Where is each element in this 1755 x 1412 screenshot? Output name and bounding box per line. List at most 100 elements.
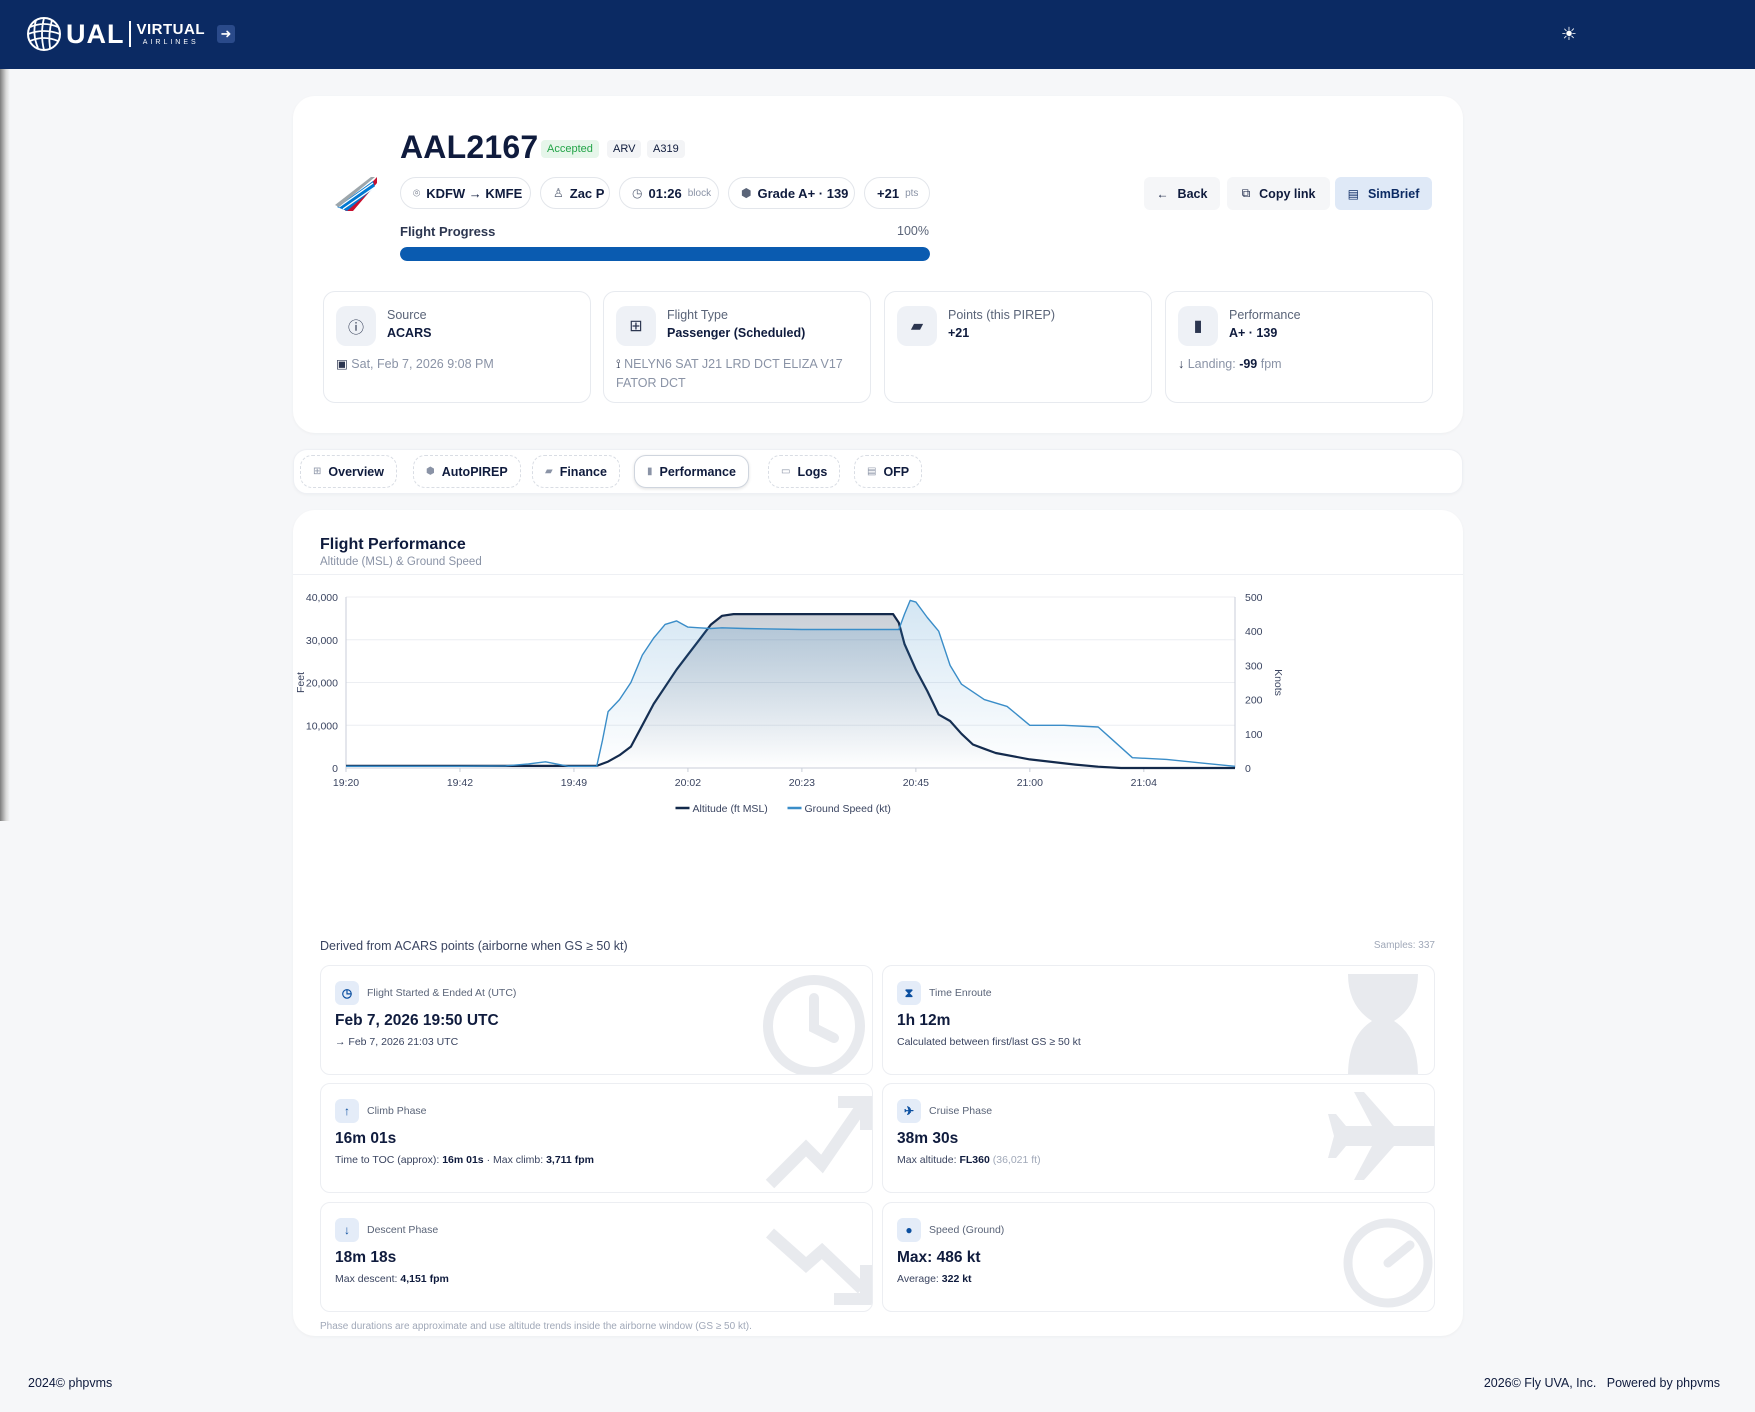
x-tick-label: 20:02 bbox=[675, 777, 701, 789]
calendar-icon: ▣ bbox=[336, 357, 352, 371]
stat-sub: Max descent: 4,151 fpm bbox=[335, 1273, 449, 1285]
derived-note: Derived from ACARS points (airborne when… bbox=[320, 939, 628, 953]
wallet-icon: ▰ bbox=[897, 306, 937, 346]
copy-icon: ⧉ bbox=[1241, 186, 1251, 200]
brand-line1: VIRTUAL bbox=[136, 21, 205, 38]
stat-card-time-enroute: ⧗ Time Enroute 1h 12m Calculated between… bbox=[882, 965, 1435, 1075]
back-button[interactable]: ← Back bbox=[1144, 177, 1220, 210]
stat-card-descent: ↓ Descent Phase 18m 18s Max descent: 4,1… bbox=[320, 1202, 873, 1312]
pilot-pill[interactable]: ♙ Zac P bbox=[540, 177, 610, 209]
route-text: KDFW → KMFE bbox=[426, 185, 523, 201]
brand-subtitle: VIRTUAL AIRLINES bbox=[137, 22, 206, 46]
tab-autopirep[interactable]: ⬢ AutoPIREP bbox=[413, 455, 521, 488]
x-tick-label: 20:23 bbox=[789, 777, 815, 789]
pilot-name: Zac P bbox=[569, 185, 605, 201]
aircraft-badge: A319 bbox=[647, 140, 685, 158]
simbrief-button[interactable]: ▤ SimBrief bbox=[1335, 177, 1432, 210]
block-time-pill: ◷ 01:26 block bbox=[619, 177, 719, 209]
performance-subtitle: Altitude (MSL) & Ground Speed bbox=[320, 556, 482, 568]
document-icon: ▤ bbox=[1347, 186, 1359, 201]
clock-icon bbox=[763, 975, 865, 1074]
progress-bar-fill bbox=[400, 247, 930, 261]
trend-up-icon bbox=[765, 1096, 872, 1189]
stat-card-flight-times: ◷ Flight Started & Ended At (UTC) Feb 7,… bbox=[320, 965, 873, 1075]
stat-value: Max: 486 kt bbox=[897, 1249, 981, 1266]
trend-down-icon bbox=[766, 1228, 872, 1305]
y-right-tick-label: 0 bbox=[1245, 763, 1251, 775]
y-left-tick-label: 10,000 bbox=[306, 720, 338, 732]
brand-line2: AIRLINES bbox=[142, 39, 199, 46]
stat-sub-value: 3,711 fpm bbox=[546, 1154, 594, 1166]
grid-icon: ⊞ bbox=[313, 466, 322, 477]
y-left-tick-label: 40,000 bbox=[306, 592, 338, 604]
arrow-down-icon: ↓ bbox=[1178, 357, 1188, 371]
stat-sub: Calculated between first/last GS ≥ 50 kt bbox=[897, 1036, 1081, 1048]
info-label: Flight Type bbox=[667, 308, 728, 322]
block-time-label: block bbox=[687, 187, 712, 199]
stat-label: Climb Phase bbox=[367, 1105, 427, 1117]
tab-ofp[interactable]: ▤ OFP bbox=[854, 455, 923, 488]
arrow-up-icon: ↑ bbox=[335, 1099, 359, 1123]
footer-powered-by[interactable]: Powered by phpvms bbox=[1606, 1376, 1720, 1390]
login-arrow-icon[interactable]: ➜ bbox=[217, 25, 235, 43]
side-panel-edge bbox=[0, 69, 10, 821]
info-value: +21 bbox=[948, 326, 970, 340]
route-pill: ⌾ KDFW → KMFE bbox=[400, 177, 531, 209]
info-label: Source bbox=[387, 308, 427, 322]
footer-company: 2026© Fly UVA, Inc. bbox=[1483, 1376, 1597, 1390]
info-card-performance: ▮ Performance A+ · 139 ↓ Landing: -99 fp… bbox=[1165, 291, 1433, 403]
message-icon: ▭ bbox=[781, 466, 791, 477]
tab-label: Performance bbox=[659, 464, 736, 479]
ground-speed-line bbox=[346, 599, 1236, 767]
y-right-axis-title: Knots bbox=[1272, 669, 1284, 696]
tab-overview[interactable]: ⊞ Overview bbox=[300, 455, 397, 488]
y-right-tick-label: 200 bbox=[1245, 695, 1263, 707]
sun-icon[interactable]: ☀ bbox=[1560, 24, 1578, 44]
x-tick-label: 19:49 bbox=[561, 777, 587, 789]
tab-logs[interactable]: ▭ Logs bbox=[768, 455, 841, 488]
tab-label: AutoPIREP bbox=[441, 464, 508, 479]
stat-value: Feb 7, 2026 19:50 UTC bbox=[335, 1012, 499, 1029]
stat-sub-detail: (36,021 ft) bbox=[992, 1154, 1041, 1166]
shield-icon: ⬢ bbox=[426, 466, 435, 477]
info-value: A+ · 139 bbox=[1229, 326, 1278, 340]
stat-sub: → Feb 7, 2026 21:03 UTC bbox=[335, 1036, 459, 1048]
samples-count: Samples: 337 bbox=[1373, 940, 1435, 951]
stat-sub: Max altitude: FL360 (36,021 ft) bbox=[897, 1154, 1041, 1166]
y-left-axis-title: Feet bbox=[295, 672, 307, 693]
tab-finance[interactable]: ▰ Finance bbox=[532, 455, 620, 488]
x-tick-label: 21:04 bbox=[1131, 777, 1157, 789]
grade-text: Grade A+ · 139 bbox=[757, 185, 849, 201]
copy-link-button[interactable]: ⧉ Copy link bbox=[1227, 177, 1330, 210]
document-icon: ▤ bbox=[867, 466, 877, 477]
badge-icon: ▮ bbox=[1178, 306, 1218, 346]
badge-icon: ▮ bbox=[647, 466, 653, 477]
airline-tail-logo bbox=[335, 177, 377, 211]
series-area bbox=[346, 600, 1235, 768]
block-time-value: 01:26 bbox=[648, 185, 682, 201]
stat-card-speed: ● Speed (Ground) Max: 486 kt Average: 32… bbox=[882, 1202, 1435, 1312]
stat-value: 1h 12m bbox=[897, 1012, 951, 1029]
brand-logo[interactable]: UAL VIRTUAL AIRLINES ➜ bbox=[26, 17, 235, 51]
x-tick-label: 21:00 bbox=[1017, 777, 1043, 789]
stat-value: 18m 18s bbox=[335, 1249, 397, 1266]
y-right-tick-label: 300 bbox=[1245, 660, 1263, 672]
tab-performance[interactable]: ▮ Performance bbox=[634, 455, 749, 488]
stat-sub-label: Time to TOC (approx): bbox=[335, 1154, 440, 1166]
arrow-down-icon: ↓ bbox=[335, 1218, 359, 1242]
stopwatch-icon: ◷ bbox=[632, 186, 643, 200]
y-left-tick-label: 30,000 bbox=[306, 635, 338, 647]
tab-label: Overview bbox=[328, 464, 384, 479]
x-tick-label: 20:45 bbox=[903, 777, 929, 789]
grade-pill: ⬢ Grade A+ · 139 bbox=[728, 177, 855, 209]
wallet-icon: ▰ bbox=[545, 466, 553, 477]
stat-sub-label: Max altitude: bbox=[897, 1154, 957, 1166]
info-sub: ▣ Sat, Feb 7, 2026 9:08 PM bbox=[336, 355, 578, 374]
top-navbar: UAL VIRTUAL AIRLINES ➜ ☀ bbox=[0, 0, 1755, 69]
brand-separator bbox=[128, 21, 131, 47]
back-label: Back bbox=[1177, 186, 1208, 201]
performance-title: Flight Performance bbox=[320, 536, 466, 553]
stat-sub-label: Max descent: bbox=[335, 1273, 398, 1285]
hourglass-icon: ⧗ bbox=[897, 981, 921, 1005]
landing-value: -99 bbox=[1239, 357, 1258, 371]
